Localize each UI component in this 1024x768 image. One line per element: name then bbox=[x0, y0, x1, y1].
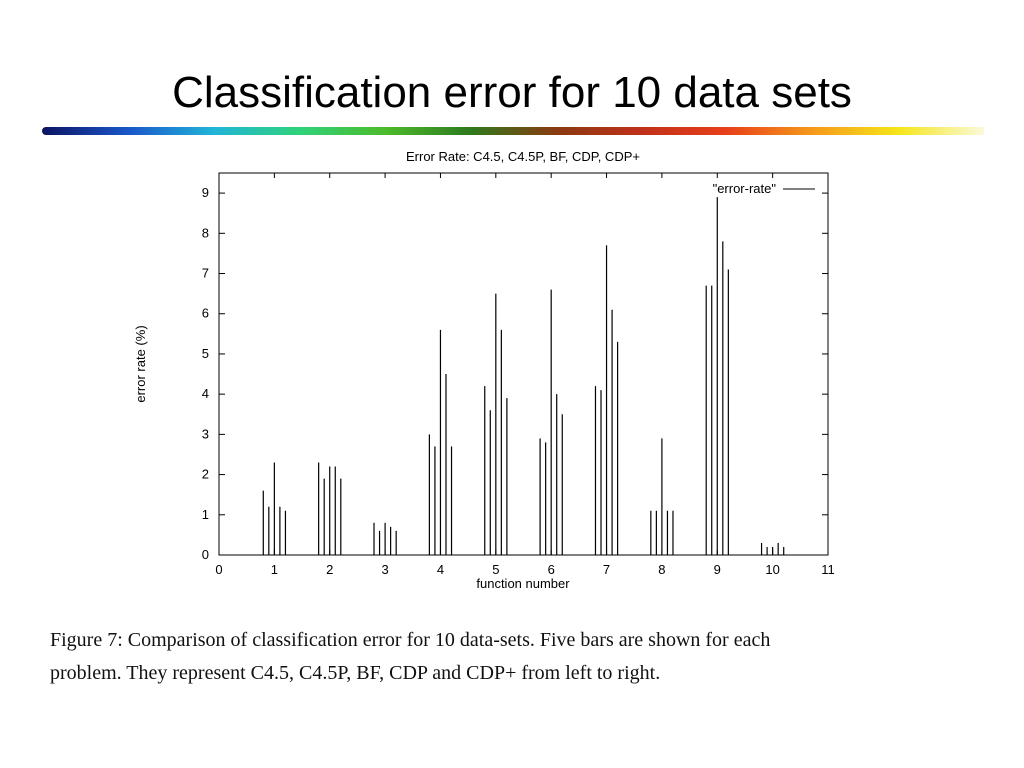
x-tick-label: 8 bbox=[658, 562, 665, 577]
x-axis-label: function number bbox=[476, 576, 570, 591]
y-tick-label: 6 bbox=[202, 306, 209, 321]
x-tick-label: 2 bbox=[326, 562, 333, 577]
slide-title: Classification error for 10 data sets bbox=[172, 68, 852, 117]
title-underline-gradient bbox=[42, 127, 984, 135]
axis-ticks: 0 1 2 3 4 5 6 7 8 9 10 11 0 1 2 3 4 5 6 7 8 9 bbox=[202, 173, 835, 577]
legend-label: "error-rate" bbox=[713, 181, 777, 196]
x-tick-label: 0 bbox=[215, 562, 222, 577]
x-tick-label: 6 bbox=[548, 562, 555, 577]
x-tick-label: 10 bbox=[765, 562, 779, 577]
y-tick-label: 2 bbox=[202, 467, 209, 482]
y-tick-label: 9 bbox=[202, 185, 209, 200]
y-tick-label: 7 bbox=[202, 266, 209, 281]
x-tick-label: 3 bbox=[381, 562, 388, 577]
y-tick-label: 3 bbox=[202, 426, 209, 441]
y-tick-label: 8 bbox=[202, 225, 209, 240]
figure-caption: Figure 7: Comparison of classification e… bbox=[50, 624, 990, 690]
y-tick-label: 5 bbox=[202, 346, 209, 361]
y-tick-label: 1 bbox=[202, 507, 209, 522]
x-tick-label: 5 bbox=[492, 562, 499, 577]
y-tick-label: 0 bbox=[202, 547, 209, 562]
x-tick-label: 11 bbox=[821, 562, 835, 577]
caption-line-2: problem. They represent C4.5, C4.5P, BF,… bbox=[50, 662, 661, 684]
y-axis-label: error rate (%) bbox=[133, 325, 148, 402]
caption-line-1: Figure 7: Comparison of classification e… bbox=[50, 629, 771, 651]
x-tick-label: 1 bbox=[271, 562, 278, 577]
y-tick-label: 4 bbox=[202, 386, 209, 401]
x-tick-label: 7 bbox=[603, 562, 610, 577]
x-tick-label: 9 bbox=[714, 562, 721, 577]
x-tick-label: 4 bbox=[437, 562, 444, 577]
plot-frame bbox=[218, 172, 829, 556]
chart-title: Error Rate: C4.5, C4.5P, BF, CDP, CDP+ bbox=[406, 149, 640, 164]
bars-group bbox=[262, 197, 785, 555]
